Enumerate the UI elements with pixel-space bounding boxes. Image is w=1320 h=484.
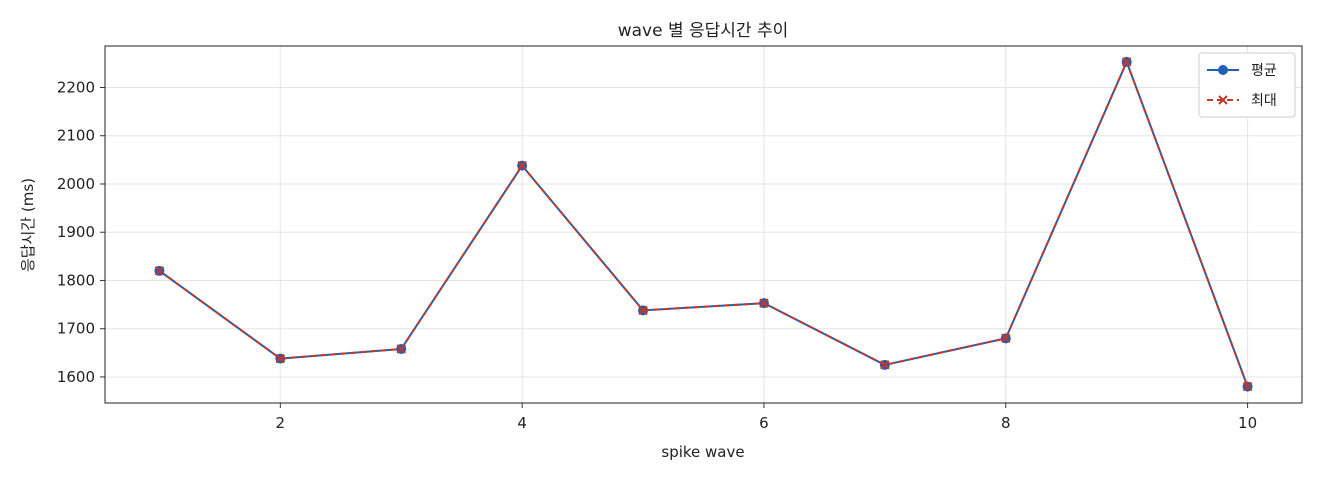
- legend-box: [1198, 52, 1296, 118]
- y-tick-label: 1800: [57, 271, 95, 289]
- data-point-x: [638, 305, 648, 316]
- legend-marker: [1218, 95, 1228, 105]
- data-point-x: [1242, 381, 1253, 392]
- y-tick-label: 2200: [57, 78, 95, 96]
- plot-frame: [104, 45, 1303, 404]
- x-tick-label: 4: [517, 414, 527, 432]
- y-tick-label: 2000: [57, 175, 95, 193]
- grid: [105, 46, 1302, 403]
- legend-label: 최대: [1251, 93, 1277, 109]
- data-point-x: [880, 360, 890, 370]
- data-point-x: [1121, 57, 1132, 67]
- x-tick-label: 8: [1001, 414, 1011, 432]
- legend-label: 평균: [1251, 63, 1277, 79]
- series-line-0: [158, 59, 1249, 387]
- axis-ticks: 2 4 6 8 10 1600 1700 1800 1900 2000 2100 2200: [57, 78, 1257, 432]
- x-axis-label: spike wave: [661, 443, 744, 461]
- y-tick-label: 2100: [57, 127, 95, 145]
- x-tick-label: 2: [276, 414, 286, 432]
- data-point-x: [396, 344, 406, 354]
- series-line-1: [158, 59, 1249, 387]
- chart-title: wave 별 응답시간 추이: [618, 21, 789, 41]
- data-point-x: [154, 266, 165, 276]
- data-point-x: [275, 353, 286, 364]
- x-tick-label: 6: [759, 414, 769, 432]
- data-point-x: [759, 298, 769, 308]
- data-point-x: [517, 160, 527, 171]
- y-tick-label: 1700: [57, 320, 95, 338]
- data-point-x: [1001, 333, 1011, 344]
- legend-marker: [1218, 65, 1228, 75]
- y-axis-label: 응답시간 (ms): [19, 178, 37, 272]
- y-tick-label: 1900: [57, 223, 95, 241]
- x-tick-label: 10: [1238, 414, 1257, 432]
- y-tick-label: 1600: [57, 368, 95, 386]
- series-layer: [154, 56, 1253, 392]
